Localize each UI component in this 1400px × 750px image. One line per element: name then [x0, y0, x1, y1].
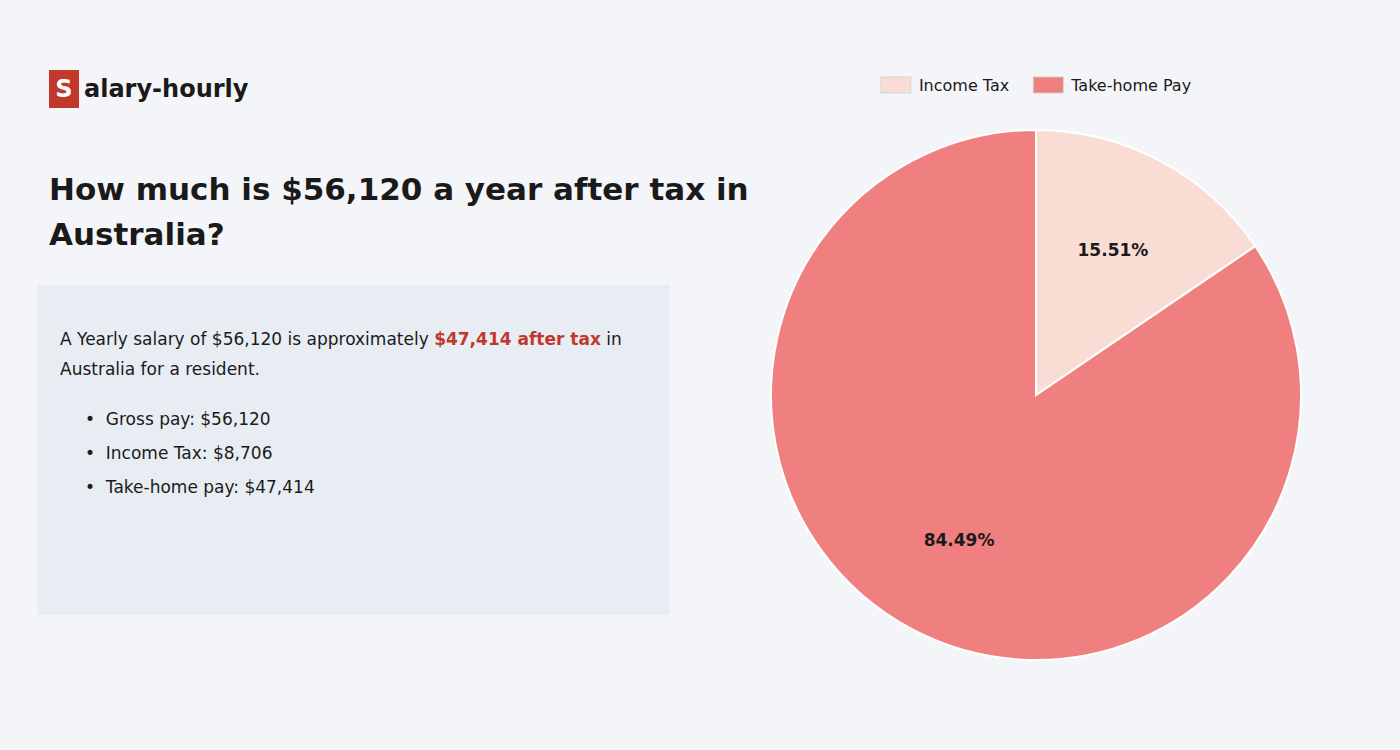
logo-box [49, 70, 79, 108]
legend-label: Take-home Pay [1070, 76, 1191, 95]
legend-swatch [1033, 77, 1063, 93]
data-labels: 15.51% 84.49% [924, 240, 1149, 550]
info-box [38, 285, 670, 615]
bullet: • Income Tax: $8,706 [85, 443, 272, 463]
title: How much is $56,120 a year after tax in A… [49, 171, 749, 252]
legend-swatch [881, 77, 911, 93]
info-highlight: $47,414 after tax [434, 329, 601, 349]
text-panel: Salary-hourly How much is $56,120 a year … [38, 70, 749, 615]
legend-item: Take-home Pay [1033, 76, 1191, 95]
pie-slice [771, 130, 1301, 660]
legend-item: Income Tax [881, 76, 1009, 95]
bullet: • Gross pay: $56,120 [85, 409, 271, 429]
legend: Income Tax Take-home Pay [881, 76, 1191, 95]
background [0, 0, 1400, 750]
logo-letter: S [55, 75, 72, 103]
title-line: How much is $56,120 a year after tax in [49, 171, 749, 207]
title-line: Australia? [49, 216, 225, 252]
info-text: A Yearly salary of $56,120 is approximat… [60, 329, 434, 349]
legend-label: Income Tax [919, 76, 1009, 95]
logo-text: alary-hourly [84, 75, 249, 103]
bullet: • Take-home pay: $47,414 [85, 477, 315, 497]
info-text: in [601, 329, 622, 349]
info-line: Australia for a resident. [60, 359, 260, 379]
info-line: A Yearly salary of $56,120 is approximat… [60, 329, 622, 349]
data-label: 84.49% [924, 530, 995, 550]
data-label: 15.51% [1078, 240, 1149, 260]
pie [771, 130, 1301, 660]
